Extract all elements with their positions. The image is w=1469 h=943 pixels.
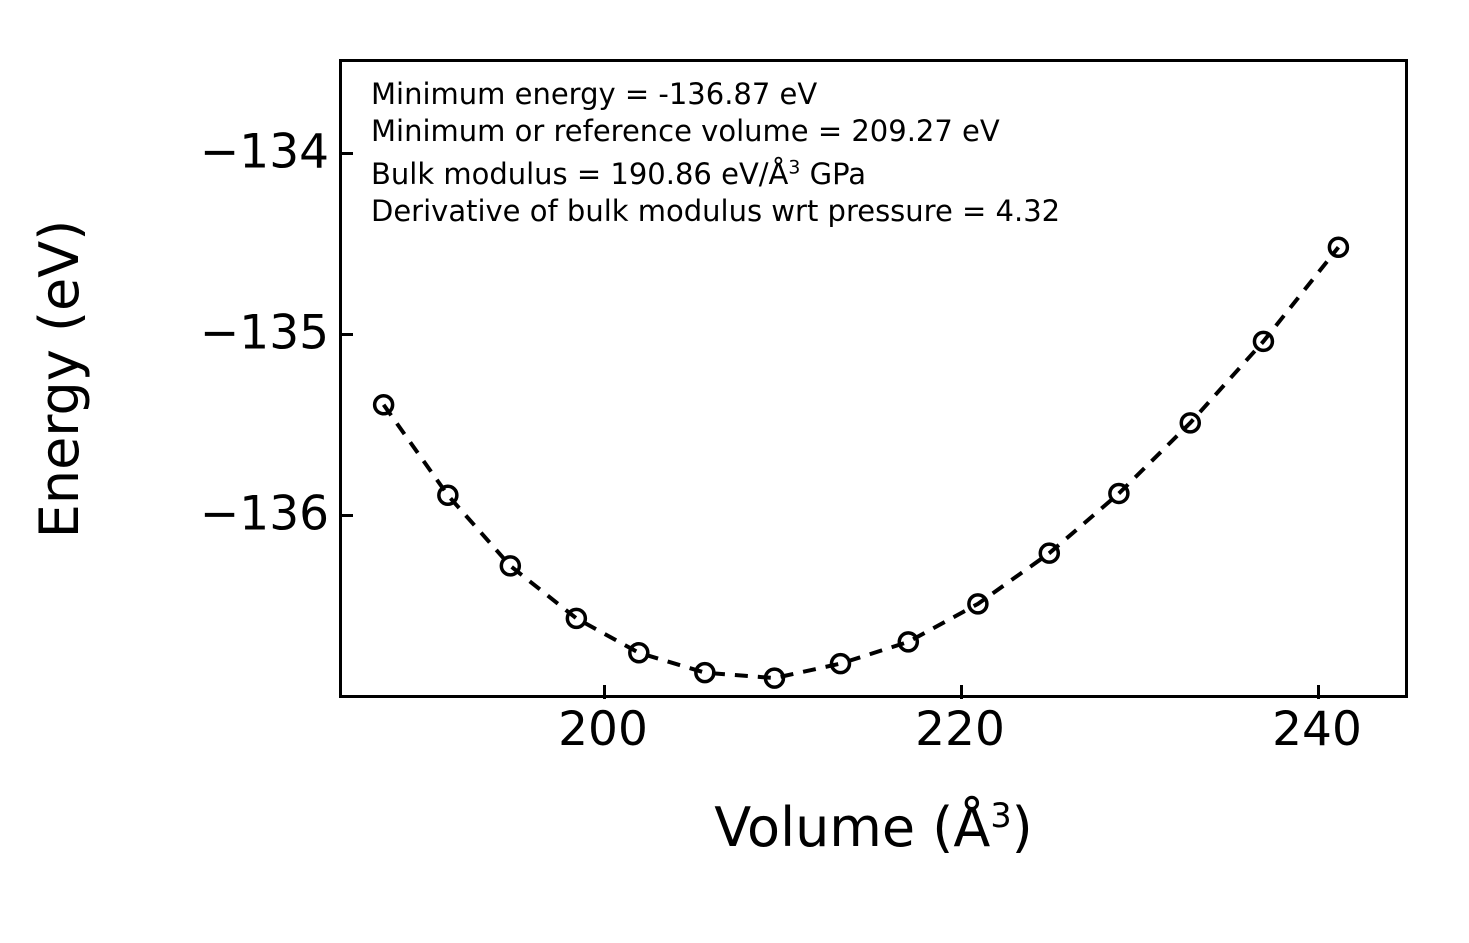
x-axis-label: Volume (Å3) bbox=[339, 799, 1408, 857]
plot-area bbox=[372, 236, 1350, 689]
data-point-marker bbox=[1179, 412, 1202, 434]
data-point-marker bbox=[897, 631, 920, 653]
data-point-marker bbox=[967, 593, 989, 615]
y-axis-label-container: Energy (eV) bbox=[0, 59, 120, 698]
data-point-marker bbox=[694, 661, 716, 684]
y-axis-label: Energy (eV) bbox=[28, 219, 91, 538]
data-point-marker bbox=[1327, 236, 1350, 259]
y-tick-1 bbox=[339, 333, 353, 336]
annotation-bulk-modulus-suffix: GPa bbox=[800, 157, 867, 192]
data-point-marker bbox=[1038, 542, 1061, 564]
annotation-minimum-volume: Minimum or reference volume = 209.27 eV bbox=[371, 114, 1000, 149]
y-ticklabel-minus135: −135 bbox=[199, 305, 329, 361]
data-series-energy-vs-volume bbox=[372, 236, 1350, 689]
y-tick-2 bbox=[339, 514, 353, 517]
data-point-marker bbox=[829, 652, 852, 675]
annotation-bulk-modulus-superscript: 3 bbox=[788, 157, 801, 179]
data-point-marker bbox=[1252, 330, 1275, 353]
x-tick-0 bbox=[603, 685, 606, 699]
x-axis-label-superscript: 3 bbox=[990, 796, 1012, 835]
x-ticklabel-200: 200 bbox=[558, 702, 648, 757]
data-point-marker bbox=[437, 484, 459, 507]
y-tick-0 bbox=[339, 152, 353, 155]
fit-parameters-annotation: Minimum energy = -136.87 eV Minimum or r… bbox=[371, 76, 1211, 230]
annotation-minimum-energy: Minimum energy = -136.87 eV bbox=[371, 77, 818, 111]
y-ticklabel-minus134: −134 bbox=[199, 124, 329, 180]
y-ticklabel-minus136: −136 bbox=[199, 486, 329, 542]
series-line-0 bbox=[381, 246, 1340, 681]
annotation-bulk-modulus-derivative: Derivative of bulk modulus wrt pressure … bbox=[371, 194, 1061, 229]
x-tick-1 bbox=[960, 685, 963, 699]
data-point-marker bbox=[499, 555, 522, 577]
data-point-marker bbox=[1108, 482, 1130, 505]
x-axis-label-suffix: ) bbox=[1011, 796, 1033, 859]
annotation-bulk-modulus: Bulk modulus = 190.86 eV/Å3 GPa bbox=[371, 156, 1211, 193]
annotation-bulk-modulus-prefix: Bulk modulus = 190.86 eV/Å bbox=[371, 157, 789, 192]
x-ticklabel-240: 240 bbox=[1272, 702, 1362, 757]
data-point-marker bbox=[628, 642, 650, 664]
x-ticklabel-220: 220 bbox=[915, 702, 1005, 757]
data-point-marker bbox=[565, 607, 588, 630]
x-axis-label-prefix: Volume (Å bbox=[714, 796, 991, 859]
data-point-marker bbox=[763, 667, 786, 689]
data-point-marker bbox=[372, 394, 395, 416]
axes-frame bbox=[339, 59, 1408, 698]
x-tick-2 bbox=[1317, 685, 1320, 699]
